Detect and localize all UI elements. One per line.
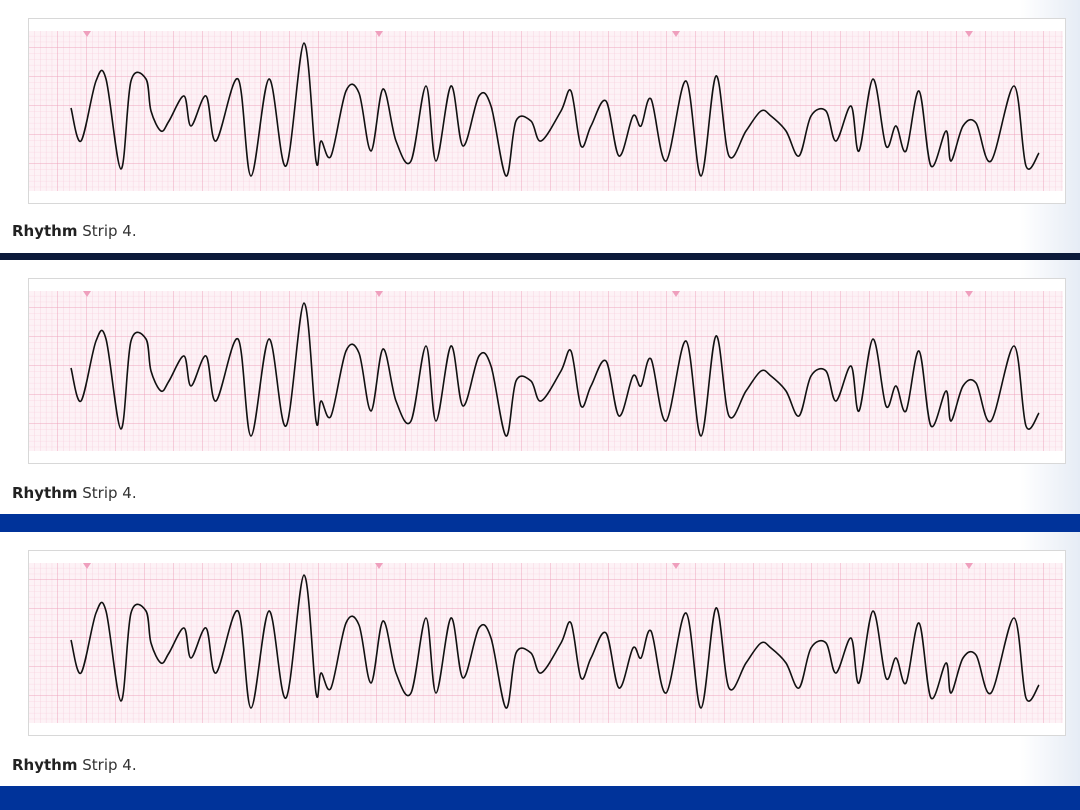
time-marker-icon	[965, 291, 973, 297]
ecg-trace	[70, 302, 1040, 437]
caption-1: Rhythm Strip 4.	[12, 222, 137, 240]
caption-text: Strip 4.	[82, 222, 137, 240]
time-marker-icon	[672, 291, 680, 297]
ecg-grid-and-trace	[29, 291, 1063, 451]
ecg-grid-and-trace	[29, 563, 1063, 723]
divider-band-2	[0, 514, 1080, 532]
time-marker-icon	[375, 291, 383, 297]
ecg-trace	[70, 574, 1040, 709]
time-marker-icon	[672, 31, 680, 37]
ecg-strip-1	[28, 18, 1066, 204]
caption-bold: Rhythm	[12, 484, 78, 502]
caption-3: Rhythm Strip 4.	[12, 756, 137, 774]
ecg-trace	[70, 42, 1040, 177]
time-marker-icon	[965, 563, 973, 569]
ecg-strip-2	[28, 278, 1066, 464]
ecg-grid-and-trace	[29, 31, 1063, 191]
time-marker-icon	[83, 291, 91, 297]
time-marker-icon	[375, 31, 383, 37]
divider-band-3	[0, 786, 1080, 810]
time-marker-icon	[83, 31, 91, 37]
time-marker-icon	[375, 563, 383, 569]
caption-2: Rhythm Strip 4.	[12, 484, 137, 502]
ecg-strip-3	[28, 550, 1066, 736]
time-marker-icon	[965, 31, 973, 37]
caption-bold: Rhythm	[12, 756, 78, 774]
time-marker-icon	[83, 563, 91, 569]
divider-band-1	[0, 253, 1080, 260]
caption-text: Strip 4.	[82, 484, 137, 502]
caption-bold: Rhythm	[12, 222, 78, 240]
time-marker-icon	[672, 563, 680, 569]
caption-text: Strip 4.	[82, 756, 137, 774]
